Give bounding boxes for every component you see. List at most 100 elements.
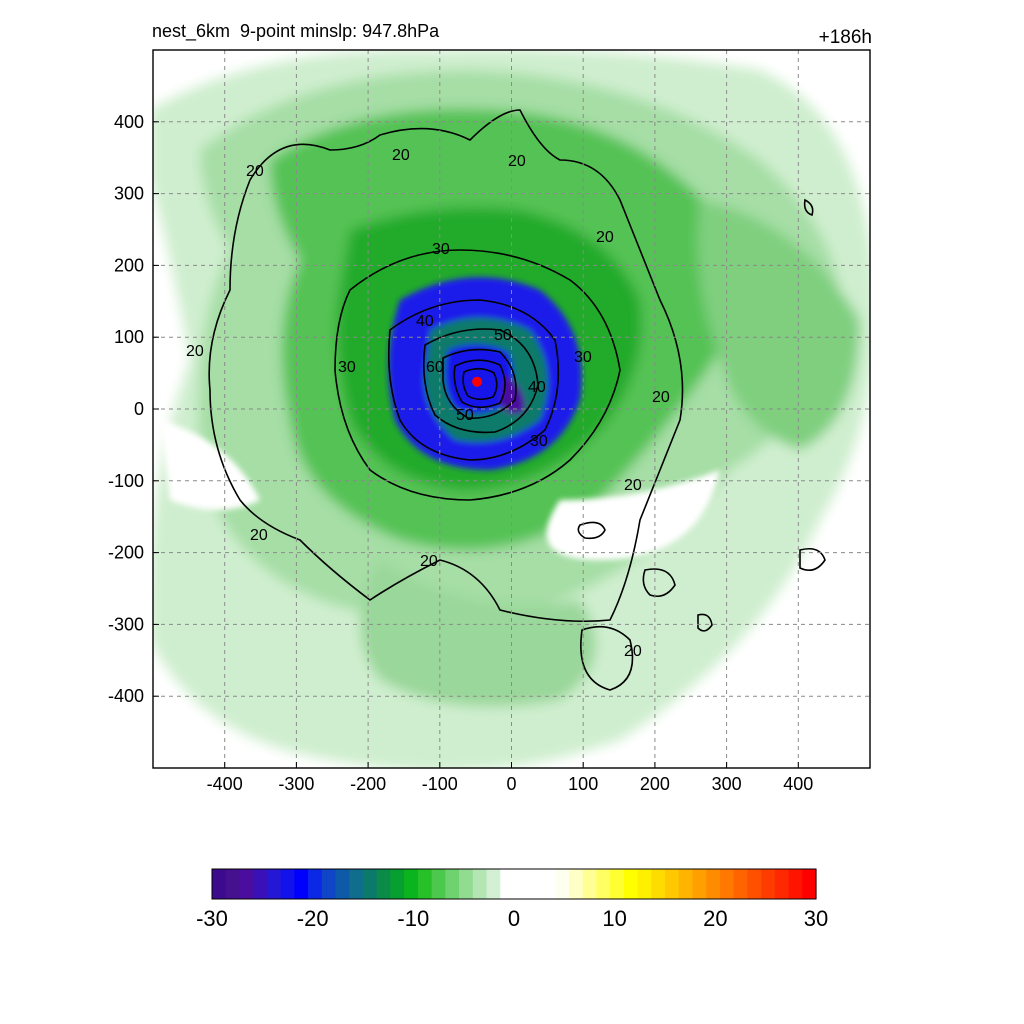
plot-area: 20 20 20 20 20 20 20 20 20 20 30 30 30 3… xyxy=(108,49,871,794)
contour-label: 50 xyxy=(494,327,512,344)
colorbar-tick-label: 0 xyxy=(508,906,520,931)
x-tick-label: 0 xyxy=(506,774,516,794)
contour-eye-2 xyxy=(462,367,498,401)
white-gap-west xyxy=(160,420,260,510)
contour-label: 20 xyxy=(420,553,438,570)
contour-eye-1 xyxy=(453,359,506,409)
colorbar-frame xyxy=(211,868,817,900)
colorbar-swatch xyxy=(596,869,611,899)
contour-label: 30 xyxy=(338,359,356,376)
contour-label: 20 xyxy=(246,163,264,180)
y-tick-label: 0 xyxy=(134,399,144,419)
colorbar-swatch xyxy=(541,869,556,899)
colorbar-tick-label: 30 xyxy=(804,906,828,931)
x-tick-label: -300 xyxy=(278,774,314,794)
colorbar-swatch xyxy=(239,869,254,899)
colorbar-swatch xyxy=(747,869,762,899)
colorbar-swatch xyxy=(212,869,227,899)
colorbar-swatch xyxy=(349,869,364,899)
green-lobe-south xyxy=(360,560,596,707)
y-tick-label: -400 xyxy=(108,686,144,706)
colorbar-swatch xyxy=(678,869,694,899)
contour-label: 30 xyxy=(574,349,592,366)
y-tick-label: -300 xyxy=(108,614,144,634)
x-axis: -400 -300 -200 -100 0 100 200 300 400 xyxy=(207,762,813,794)
contour-label: 30 xyxy=(432,241,450,258)
contour-label: 20 xyxy=(652,389,670,406)
colorbar-swatch xyxy=(582,869,597,899)
x-tick-label: 200 xyxy=(640,774,670,794)
colorbar-swatch xyxy=(376,869,392,899)
x-tick-label: -200 xyxy=(350,774,386,794)
contour-label: 40 xyxy=(416,313,434,330)
green-lobe-east xyxy=(697,200,860,450)
contour-40 xyxy=(387,299,560,461)
contour-label: 60 xyxy=(426,359,444,376)
contour-label: 20 xyxy=(624,477,642,494)
colorbar-swatch xyxy=(637,869,652,899)
contour-label: 20 xyxy=(624,643,642,660)
colorbar-swatch xyxy=(651,869,666,899)
colorbar-swatch xyxy=(335,869,350,899)
contour-20 xyxy=(208,109,684,623)
colorbar-swatch xyxy=(692,869,707,899)
colorbar-swatch xyxy=(788,869,803,899)
colorbar-swatch xyxy=(610,869,625,899)
colorbar-swatch xyxy=(321,869,337,899)
colorbar-swatch xyxy=(363,869,378,899)
colorbar-swatch xyxy=(761,869,776,899)
colorbar-swatch xyxy=(294,869,309,899)
contour-label: 20 xyxy=(186,343,204,360)
y-tick-label: -200 xyxy=(108,543,144,563)
colorbar-tick-label: -30 xyxy=(196,906,228,931)
y-tick-label: 400 xyxy=(114,112,144,132)
contour-30 xyxy=(334,249,621,501)
colorbar-swatch xyxy=(774,869,790,899)
contour-label: 30 xyxy=(530,433,548,450)
colorbar-swatch xyxy=(706,869,721,899)
colorbar-swatch xyxy=(802,869,817,899)
x-tick-label: 400 xyxy=(783,774,813,794)
contour-60 xyxy=(442,348,517,419)
colorbar: -30 -20 -10 0 10 20 30 xyxy=(196,868,828,931)
chart-title: nest_6km 9-point minslp: 947.8hPa xyxy=(152,21,440,41)
colorbar-ticks: -30 -20 -10 0 10 20 30 xyxy=(196,906,828,931)
colorbar-swatches xyxy=(212,869,817,899)
colorbar-swatch xyxy=(266,869,282,899)
contour-label: 40 xyxy=(528,379,546,396)
storm-center-marker xyxy=(472,376,483,387)
colorbar-tick-label: -20 xyxy=(297,906,329,931)
colorbar-swatch xyxy=(500,869,515,899)
colorbar-swatch xyxy=(568,869,584,899)
colorbar-swatch xyxy=(225,869,241,899)
contour-labels: 20 20 20 20 20 20 20 20 20 20 30 30 30 3… xyxy=(186,147,670,660)
contour-label: 50 xyxy=(456,407,474,424)
colorbar-tick-label: 20 xyxy=(703,906,727,931)
y-axis: 400 300 200 100 0 -100 -200 -300 -400 xyxy=(108,112,159,706)
colorbar-swatch xyxy=(514,869,529,899)
x-tick-label: 100 xyxy=(568,774,598,794)
colorbar-swatch xyxy=(623,869,639,899)
colorbar-swatch xyxy=(459,869,474,899)
contour-label: 20 xyxy=(508,153,526,170)
x-tick-label: 300 xyxy=(712,774,742,794)
colorbar-swatch xyxy=(308,869,323,899)
contours xyxy=(208,109,826,691)
contour-blob-3 xyxy=(799,547,826,571)
colorbar-swatch xyxy=(280,869,295,899)
colorbar-swatch xyxy=(733,869,748,899)
y-tick-label: 100 xyxy=(114,327,144,347)
contour-blob-1 xyxy=(577,521,606,540)
contour-label: 20 xyxy=(392,147,410,164)
contour-label: 20 xyxy=(596,229,614,246)
y-tick-label: -100 xyxy=(108,471,144,491)
colorbar-tick-label: 10 xyxy=(602,906,626,931)
colorbar-swatch xyxy=(472,869,488,899)
shaded-field xyxy=(153,50,870,768)
colorbar-swatch xyxy=(253,869,268,899)
x-tick-label: -400 xyxy=(207,774,243,794)
contour-label: 20 xyxy=(250,527,268,544)
white-gap-south xyxy=(546,470,720,560)
contour-blob-4 xyxy=(580,625,634,691)
